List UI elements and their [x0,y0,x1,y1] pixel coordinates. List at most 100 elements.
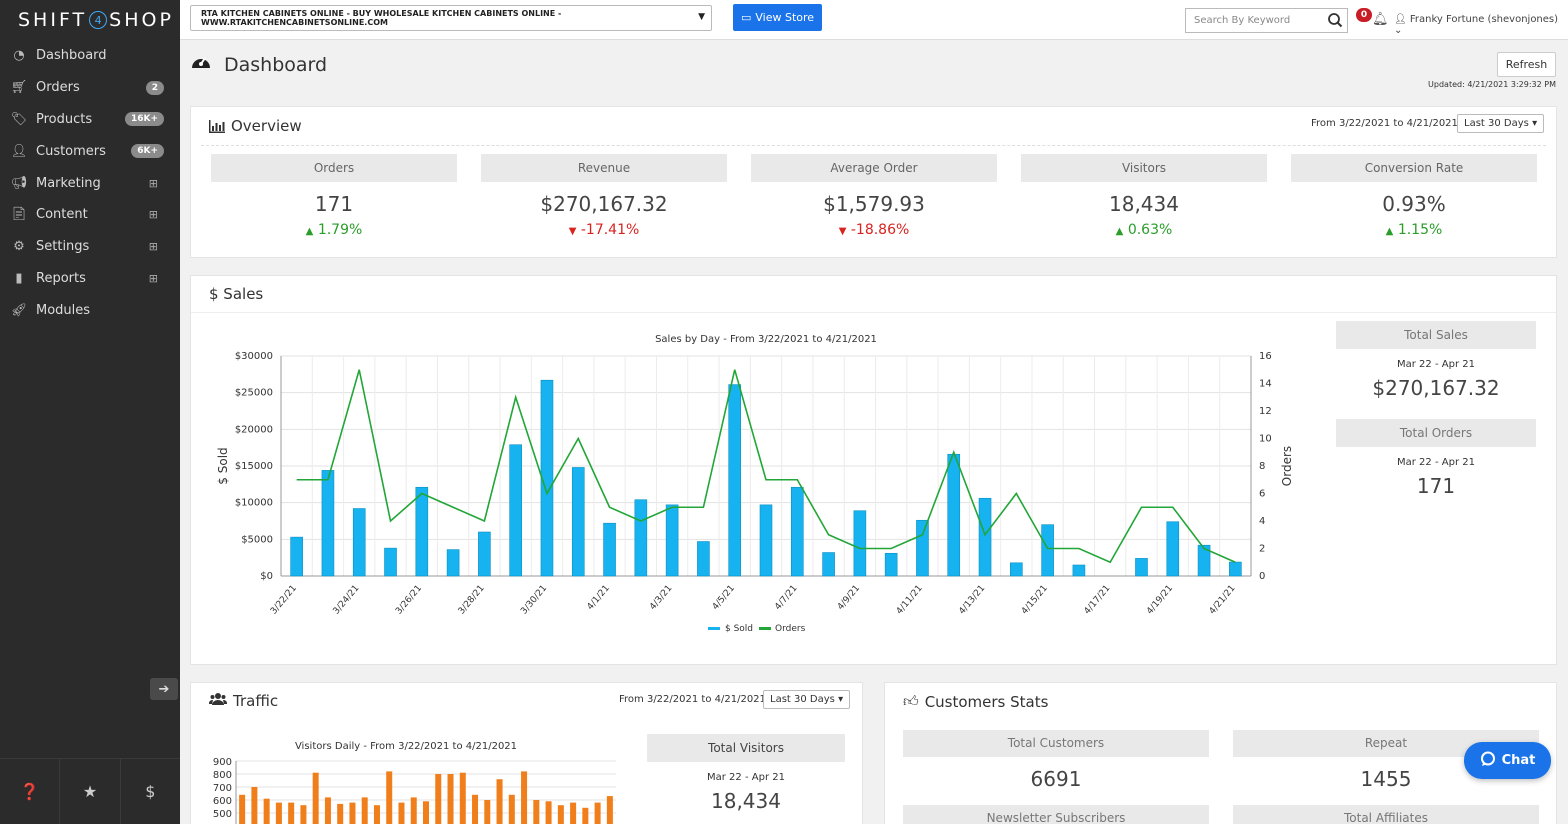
x-tick-label: 3/22/21 [269,584,299,617]
bar-sold [790,486,804,577]
user-menu[interactable]: 👤︎ Franky Fortune (shevonjones) ⌄ [1394,14,1568,36]
bar-visitors [361,797,368,824]
expand-icon[interactable]: ⊞ [148,208,158,222]
sales-title: $ Sales [209,285,264,303]
bar-visitors [570,802,577,824]
bar-sold [1041,524,1054,577]
shift4shop-logo[interactable]: SHIFT 4 SHOP [0,0,180,40]
bar-visitors [496,779,503,824]
stat-label: Total Affiliates [1233,805,1539,824]
sidebar-item-label: Reports [36,270,86,286]
view-store-button[interactable]: ▭ View Store [733,4,822,31]
sidebar-item-marketing[interactable]: 📢︎ Marketing ⊞ [0,167,180,199]
bar-sold [978,497,992,577]
logo-text-right: SHOP [109,9,174,31]
y2-tick-label: 4 [1259,516,1265,527]
search-icon[interactable] [1327,12,1343,31]
sidebar-item-content[interactable]: 📄︎ Content ⊞ [0,199,180,231]
stat-card-total-customers: Total Customers 6691 [903,730,1209,791]
refresh-button[interactable]: Refresh [1497,52,1556,77]
y-tick-label: 500 [213,809,232,820]
sidebar-item-reports[interactable]: ▮ Reports ⊞ [0,263,180,295]
bar-visitors [435,774,442,824]
sidebar-item-dashboard[interactable]: ◔ Dashboard [0,40,180,72]
sidebar-item-modules[interactable]: 🚀︎ Modules [0,294,180,326]
dollar-icon[interactable]: $ [145,782,156,801]
bar-visitors [312,772,319,824]
chart-title: Sales by Day - From 3/22/2021 to 4/21/20… [655,334,877,345]
store-select[interactable]: RTA KITCHEN CABINETS ONLINE - BUY WHOLES… [190,5,712,31]
star-icon[interactable]: ★ [60,759,121,824]
kpi-label: Visitors [1021,154,1267,182]
view-store-label: View Store [755,11,815,24]
bar-sold [822,552,835,577]
x-tick-label: 3/26/21 [394,584,424,617]
bell-icon[interactable]: 🔔︎ [1372,12,1389,27]
expand-icon[interactable]: ⊞ [148,240,158,254]
bar-visitors [398,802,405,824]
y-tick-label: $25000 [235,388,273,399]
legend-swatch-orders [759,627,771,630]
sidebar-item-label: Orders [36,80,80,96]
chat-button[interactable]: Chat [1464,742,1551,779]
x-tick-label: 3/30/21 [519,584,549,617]
bar-visitors [239,794,246,824]
expand-icon[interactable]: ⊞ [148,271,158,285]
y2-tick-label: 6 [1259,489,1265,500]
search-input[interactable]: Search By Keyword [1185,8,1348,33]
rocket-icon: 🚀︎ [10,302,28,318]
traffic-period-select[interactable]: Last 30 Days ▾ [763,690,851,709]
x-tick-label: 3/28/21 [457,584,487,617]
help-icon[interactable]: ❓ [0,759,61,824]
page-header: Dashboard [190,52,327,77]
bar-sold [916,519,929,577]
bar-visitors [337,803,344,824]
search-placeholder: Search By Keyword [1194,15,1291,26]
expand-icon[interactable]: ⊞ [148,176,158,190]
total-sales-label: Total Sales [1336,321,1536,349]
arrow-down-icon: ▼ [568,226,577,237]
bar-chart-icon [209,119,225,133]
bar-sold [884,552,898,577]
y-tick-label: $15000 [235,461,273,472]
sidebar-item-label: Products [36,111,93,127]
total-orders-range: Mar 22 - Apr 21 [1397,457,1475,468]
collapse-sidebar-button[interactable]: ➔ [150,678,178,700]
sidebar-item-products[interactable]: 🏷︎ Products 16K+ [0,104,180,136]
updated-timestamp: Updated: 4/21/2021 3:29:32 PM [1428,80,1556,89]
x-tick-label: 4/15/21 [1020,584,1050,617]
total-visitors-range: Mar 22 - Apr 21 [707,772,785,783]
logo-number: 4 [89,11,108,29]
bar-visitors [472,794,479,824]
bar-sold [1072,564,1086,577]
x-tick-label: 4/17/21 [1083,584,1113,617]
x-tick-label: 4/19/21 [1145,584,1175,617]
bar-sold [478,531,491,577]
sidebar-item-orders[interactable]: 🛒︎ Orders 2 [0,72,180,104]
bar-visitors [606,796,613,824]
notification-badge[interactable]: 0 [1356,8,1372,22]
kpi-label: Average Order [751,154,997,182]
bar-visitors [582,807,589,824]
sidebar-item-label: Marketing [36,175,101,191]
kpi-label: Orders [211,154,457,182]
overview-title: Overview [209,117,302,135]
stat-label: Total Customers [903,730,1209,757]
kpi-change-value: -17.41% [580,222,640,238]
overview-date-range: From 3/22/2021 to 4/21/2021 [1311,118,1458,129]
bar-sold [571,467,585,577]
y2-tick-label: 12 [1259,406,1272,417]
sidebar-item-customers[interactable]: 👤︎ Customers 6K+ [0,135,180,167]
sidebar-item-settings[interactable]: ⚙ Settings ⊞ [0,231,180,263]
y-tick-label: 800 [213,770,232,781]
customer-stats-title-text: Customers Stats [924,692,1049,711]
sidebar-item-label: Content [36,207,88,223]
bar-visitors [484,800,491,824]
bar-visitors [557,805,564,824]
overview-period-select[interactable]: Last 30 Days ▾ [1457,114,1545,133]
bar-visitors [423,801,429,824]
stat-value: 1455 [1360,767,1412,791]
orders-line [296,369,1236,564]
visitors-daily-chart: Visitors Daily - From 3/22/2021 to 4/21/… [213,741,616,824]
bar-sold [415,486,429,577]
